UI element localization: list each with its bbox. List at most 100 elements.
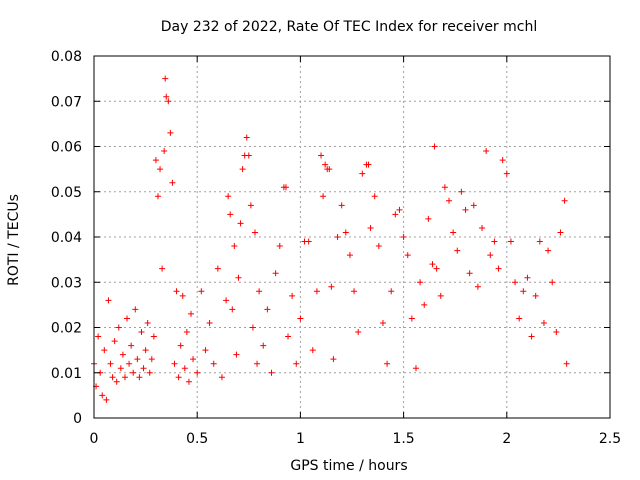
x-axis-label: GPS time / hours <box>290 458 407 474</box>
data-point <box>384 360 391 367</box>
data-point <box>113 378 120 385</box>
data-point <box>446 197 453 204</box>
data-point <box>223 297 230 304</box>
grid <box>94 56 610 418</box>
data-point <box>245 152 252 159</box>
data-point <box>163 93 170 100</box>
data-point <box>417 279 424 286</box>
y-axis-label: ROTI / TECUs <box>6 194 22 286</box>
data-point <box>175 374 182 381</box>
data-point <box>254 360 261 367</box>
data-point <box>115 324 122 331</box>
data-point <box>483 148 490 155</box>
data-point <box>293 360 300 367</box>
data-point <box>185 378 192 385</box>
y-tick-label: 0.07 <box>51 94 82 110</box>
data-point <box>231 243 238 250</box>
data-point <box>342 229 349 236</box>
data-point <box>130 369 137 376</box>
data-point <box>491 238 498 245</box>
data-point <box>458 188 465 195</box>
data-point <box>313 288 320 295</box>
data-point <box>503 170 510 177</box>
data-point <box>328 283 335 290</box>
data-point <box>154 193 161 200</box>
data-point <box>322 161 329 168</box>
data-point <box>161 148 168 155</box>
data-point <box>320 193 327 200</box>
x-tick-label: 1.5 <box>392 431 414 447</box>
data-point <box>249 324 256 331</box>
data-point <box>171 360 178 367</box>
data-point <box>142 347 149 354</box>
data-point <box>512 279 519 286</box>
data-point <box>524 274 531 281</box>
data-point <box>285 333 292 340</box>
data-point <box>227 211 234 218</box>
data-point <box>379 319 386 326</box>
data-point <box>532 292 539 299</box>
data-point <box>338 202 345 209</box>
data-point <box>276 243 283 250</box>
data-point <box>330 356 337 363</box>
data-point <box>396 206 403 213</box>
data-point <box>351 288 358 295</box>
data-point <box>148 356 155 363</box>
data-point <box>218 374 225 381</box>
data-point <box>309 347 316 354</box>
data-point <box>237 220 244 227</box>
data-point <box>165 98 172 105</box>
data-point <box>225 193 232 200</box>
data-point <box>487 252 494 259</box>
data-point <box>375 243 382 250</box>
data-point <box>136 374 143 381</box>
data-point <box>334 234 341 240</box>
data-point <box>107 360 114 367</box>
data-point <box>128 342 135 349</box>
data-point <box>305 238 312 245</box>
data-point <box>198 288 205 295</box>
chart-title: Day 232 of 2022, Rate Of TEC Index for r… <box>161 19 537 35</box>
y-tick-label: 0.01 <box>51 366 82 382</box>
data-point <box>450 229 457 236</box>
data-point <box>433 265 440 272</box>
data-point <box>365 161 372 168</box>
data-point <box>159 265 166 272</box>
data-point <box>124 315 131 322</box>
y-tick-label: 0.02 <box>51 321 82 337</box>
data-point <box>388 288 395 295</box>
data-points <box>91 75 570 403</box>
x-tick-label: 2.5 <box>599 431 621 447</box>
x-tick-label: 1 <box>296 431 305 447</box>
data-point <box>563 360 570 367</box>
data-point <box>441 184 448 191</box>
data-point <box>162 75 169 82</box>
data-point <box>479 224 486 231</box>
y-tick-label: 0.03 <box>51 275 82 291</box>
data-point <box>549 279 556 286</box>
data-point <box>233 351 240 358</box>
x-tick-label: 2 <box>502 431 511 447</box>
data-point <box>157 166 164 173</box>
data-point <box>126 360 133 367</box>
x-tick-label: 0 <box>90 431 99 447</box>
data-point <box>371 193 378 200</box>
data-point <box>140 365 147 372</box>
data-point <box>146 369 153 376</box>
data-point <box>119 351 126 358</box>
data-point <box>152 157 159 164</box>
data-point <box>214 265 221 272</box>
data-point <box>138 329 145 336</box>
data-point <box>132 306 139 313</box>
data-point <box>260 342 267 349</box>
data-point <box>183 329 190 336</box>
y-tick-label: 0.06 <box>51 140 82 156</box>
data-point <box>561 197 568 204</box>
data-point <box>431 143 438 150</box>
data-point <box>111 338 118 345</box>
data-point <box>495 265 502 272</box>
data-point <box>355 329 362 336</box>
data-point <box>536 238 543 245</box>
data-point <box>454 247 461 254</box>
